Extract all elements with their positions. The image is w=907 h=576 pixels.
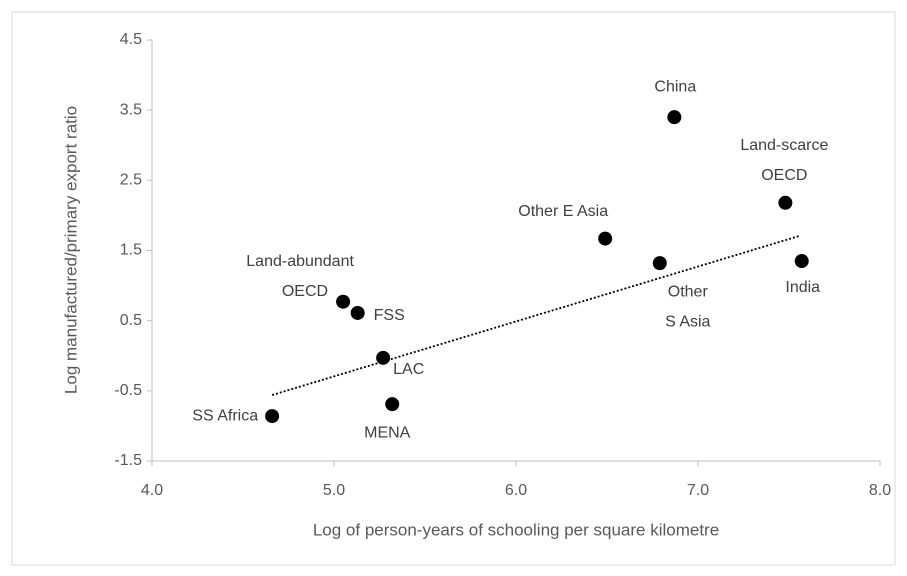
point [652,256,667,271]
point-label: Land-abundant [246,253,354,270]
point-label: Other E Asia [518,203,608,220]
point [376,350,391,365]
point-label: S Asia [665,313,710,330]
point-label: Land-scarce [740,137,828,154]
point-label: LAC [393,361,424,378]
x-tick-label: 8.0 [869,482,891,499]
point [336,294,351,309]
point-label: Other [668,283,709,300]
point [667,110,682,125]
chart-border [11,11,896,566]
y-tick-label: 4.5 [120,31,142,48]
x-tick-label: 4.0 [141,482,163,499]
point [794,254,809,269]
point [385,397,400,412]
x-tick-label: 7.0 [687,482,709,499]
y-tick-label: 2.5 [120,172,142,189]
point-label: OECD [282,283,328,300]
point-label: FSS [374,307,405,324]
x-tick-label: 5.0 [323,482,345,499]
point-label: MENA [364,424,411,441]
y-axis-title: Log manufactured/primary export ratio [61,106,80,394]
point [778,195,793,210]
point-label: India [785,279,820,296]
point [350,305,365,320]
y-tick-label: 0.5 [120,312,142,329]
point-label: SS Africa [192,407,258,424]
point [598,231,613,246]
x-tick-label: 6.0 [505,482,527,499]
point [265,409,280,424]
y-tick-label: 3.5 [120,101,142,118]
y-tick-label: -1.5 [114,452,142,469]
point-label: OECD [761,167,807,184]
y-tick-label: 1.5 [120,242,142,259]
y-tick-label: -0.5 [114,382,142,399]
x-axis-title: Log of person-years of schooling per squ… [313,520,719,539]
point-label: China [654,78,696,95]
